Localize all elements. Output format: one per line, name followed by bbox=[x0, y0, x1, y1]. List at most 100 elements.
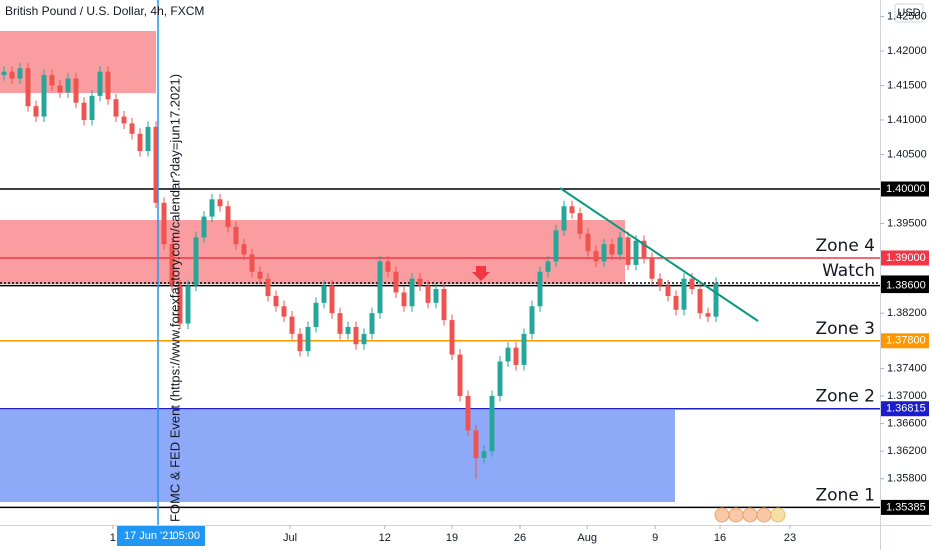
candle-body bbox=[313, 302, 319, 327]
candle-body bbox=[113, 99, 119, 117]
candle-body bbox=[705, 313, 711, 317]
event-icons bbox=[714, 507, 786, 523]
candle-body bbox=[465, 395, 471, 431]
crosshair-badge bbox=[117, 526, 205, 546]
zone-label: Watch bbox=[822, 261, 875, 281]
x-tick-label: 9 bbox=[652, 532, 658, 544]
event-icon[interactable] bbox=[770, 507, 786, 523]
zone-label: Zone 2 bbox=[816, 387, 876, 407]
y-tick-label: 1.41000 bbox=[887, 114, 927, 126]
candle-body bbox=[681, 278, 687, 310]
y-tick-label: 1.42000 bbox=[887, 45, 927, 57]
event-icon[interactable] bbox=[756, 507, 772, 523]
candle-body bbox=[201, 216, 207, 238]
candle-body bbox=[569, 206, 575, 214]
candle-body bbox=[401, 292, 407, 307]
candle-body bbox=[713, 282, 719, 317]
trendline bbox=[559, 187, 759, 322]
candle-body bbox=[369, 313, 375, 334]
x-tick-label: Aug bbox=[577, 532, 597, 544]
candle-body bbox=[225, 206, 231, 227]
y-tick-label: 1.36600 bbox=[887, 417, 927, 429]
event-annotation: FOMC & FED Event (https://www.forexfacto… bbox=[167, 74, 182, 522]
level-label: 1.39000 bbox=[886, 252, 926, 264]
candle-body bbox=[601, 244, 607, 262]
candle-body bbox=[1, 71, 7, 76]
level-label: 1.36815 bbox=[886, 403, 926, 415]
currency-badge[interactable] bbox=[894, 3, 924, 23]
candle-body bbox=[329, 285, 335, 314]
candle-body bbox=[625, 237, 631, 265]
crosshair-time: 05:00 bbox=[172, 530, 200, 542]
y-tick-label: 1.38200 bbox=[887, 307, 927, 319]
event-icon[interactable] bbox=[742, 507, 758, 523]
candle-body bbox=[649, 257, 655, 279]
level-badge bbox=[881, 278, 929, 294]
candle-body bbox=[241, 244, 247, 255]
level-badge bbox=[881, 250, 929, 266]
candle-body bbox=[617, 237, 623, 255]
x-tick-label: Jul bbox=[283, 532, 297, 544]
x-tick-label: 19 bbox=[446, 532, 458, 544]
candle-body bbox=[249, 254, 255, 272]
level-label: 1.38600 bbox=[886, 279, 926, 291]
y-tick-label: 1.37000 bbox=[887, 390, 927, 402]
candle-body bbox=[441, 289, 447, 321]
candle-body bbox=[9, 71, 15, 79]
candle-body bbox=[41, 75, 47, 117]
candle-body bbox=[497, 361, 503, 396]
currency: USD bbox=[897, 7, 920, 19]
candle-body bbox=[65, 78, 71, 93]
chart-title: British Pound / U.S. Dollar, 4h, FXCM bbox=[5, 4, 204, 18]
candle-body bbox=[657, 278, 663, 286]
candle-body bbox=[513, 347, 519, 365]
x-tick-label: 1 bbox=[110, 532, 116, 544]
level-label: 1.35385 bbox=[886, 501, 926, 513]
candle-body bbox=[97, 71, 103, 96]
candle-body bbox=[585, 233, 591, 252]
candle-body bbox=[25, 68, 31, 107]
candle-body bbox=[409, 278, 415, 307]
candle-body bbox=[289, 316, 295, 334]
candle-body bbox=[665, 285, 671, 296]
candle-body bbox=[489, 395, 495, 452]
candle-body bbox=[81, 102, 87, 120]
candle-body bbox=[537, 271, 543, 307]
candle-body bbox=[297, 333, 303, 352]
x-tick-label: 23 bbox=[784, 532, 796, 544]
candle-body bbox=[129, 123, 135, 134]
candle-body bbox=[89, 95, 95, 120]
candle-body bbox=[209, 199, 215, 217]
level-badge bbox=[881, 401, 929, 417]
y-tick-label: 1.39500 bbox=[887, 217, 927, 229]
candle-body bbox=[561, 206, 567, 231]
candle-body bbox=[689, 278, 695, 290]
candle-body bbox=[153, 126, 159, 203]
zone-label: Zone 1 bbox=[816, 485, 876, 505]
level-badge bbox=[881, 333, 929, 349]
event-icon[interactable] bbox=[714, 507, 730, 523]
candle-body bbox=[193, 237, 199, 286]
level-label: 1.40000 bbox=[886, 183, 926, 195]
candle-body bbox=[361, 333, 367, 345]
candle-body bbox=[393, 271, 399, 293]
candle-body bbox=[473, 430, 479, 459]
candle-body bbox=[673, 295, 679, 310]
candle-body bbox=[417, 278, 423, 286]
candle-body bbox=[545, 261, 551, 272]
candle-body bbox=[145, 126, 151, 152]
candle-body bbox=[281, 306, 287, 317]
candle-body bbox=[57, 85, 63, 93]
y-tick-label: 1.41500 bbox=[887, 79, 927, 91]
candle-body bbox=[161, 202, 167, 245]
event-icon[interactable] bbox=[728, 507, 744, 523]
zone-label: Zone 3 bbox=[816, 319, 876, 339]
candle-body bbox=[121, 116, 127, 124]
candle-body bbox=[553, 230, 559, 262]
candle-body bbox=[257, 271, 263, 279]
y-tick-label: 1.35800 bbox=[887, 473, 927, 485]
level-label: 1.37800 bbox=[886, 335, 926, 347]
candle-body bbox=[697, 289, 703, 314]
